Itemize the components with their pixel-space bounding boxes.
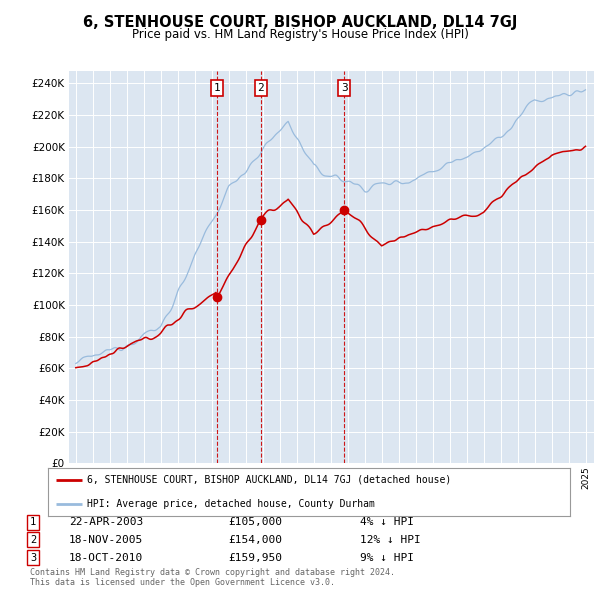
Text: Price paid vs. HM Land Registry's House Price Index (HPI): Price paid vs. HM Land Registry's House …: [131, 28, 469, 41]
Text: 2: 2: [257, 83, 264, 93]
Text: 4% ↓ HPI: 4% ↓ HPI: [360, 517, 414, 527]
Text: 6, STENHOUSE COURT, BISHOP AUCKLAND, DL14 7GJ: 6, STENHOUSE COURT, BISHOP AUCKLAND, DL1…: [83, 15, 517, 30]
Text: £154,000: £154,000: [228, 535, 282, 545]
Text: £159,950: £159,950: [228, 553, 282, 562]
Text: 1: 1: [30, 517, 36, 527]
Text: £105,000: £105,000: [228, 517, 282, 527]
Text: 18-NOV-2005: 18-NOV-2005: [69, 535, 143, 545]
Text: 3: 3: [30, 553, 36, 562]
Text: 2: 2: [30, 535, 36, 545]
Text: 9% ↓ HPI: 9% ↓ HPI: [360, 553, 414, 562]
Text: 6, STENHOUSE COURT, BISHOP AUCKLAND, DL14 7GJ (detached house): 6, STENHOUSE COURT, BISHOP AUCKLAND, DL1…: [87, 475, 451, 485]
Text: 22-APR-2003: 22-APR-2003: [69, 517, 143, 527]
Text: 12% ↓ HPI: 12% ↓ HPI: [360, 535, 421, 545]
Text: 1: 1: [214, 83, 220, 93]
Text: 3: 3: [341, 83, 347, 93]
Text: 18-OCT-2010: 18-OCT-2010: [69, 553, 143, 562]
Text: HPI: Average price, detached house, County Durham: HPI: Average price, detached house, Coun…: [87, 499, 375, 509]
Text: Contains HM Land Registry data © Crown copyright and database right 2024.
This d: Contains HM Land Registry data © Crown c…: [30, 568, 395, 587]
